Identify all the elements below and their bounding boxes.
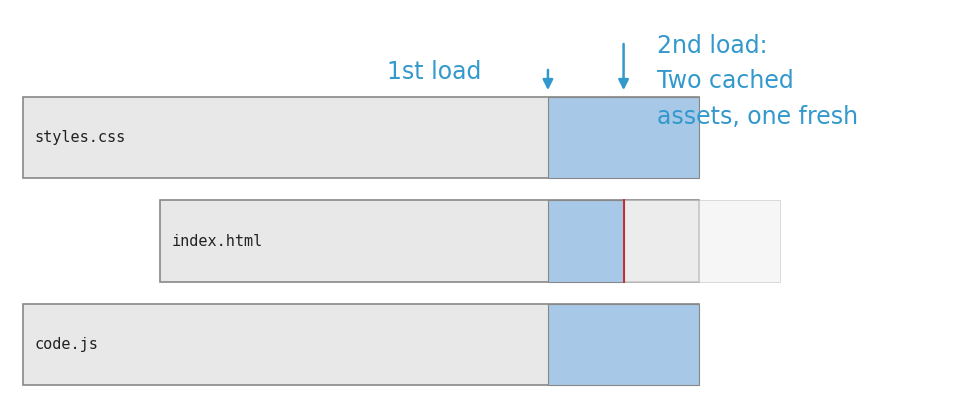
FancyBboxPatch shape <box>547 304 699 385</box>
Text: 2nd load:
Two cached
assets, one fresh: 2nd load: Two cached assets, one fresh <box>656 34 857 129</box>
FancyBboxPatch shape <box>547 97 699 178</box>
FancyBboxPatch shape <box>623 200 779 282</box>
Text: code.js: code.js <box>34 337 98 352</box>
FancyBboxPatch shape <box>160 200 699 282</box>
Text: 1st load: 1st load <box>387 60 481 84</box>
FancyBboxPatch shape <box>23 304 699 385</box>
Text: index.html: index.html <box>172 233 262 248</box>
FancyBboxPatch shape <box>23 97 699 178</box>
Text: styles.css: styles.css <box>34 130 126 145</box>
FancyBboxPatch shape <box>547 200 623 282</box>
